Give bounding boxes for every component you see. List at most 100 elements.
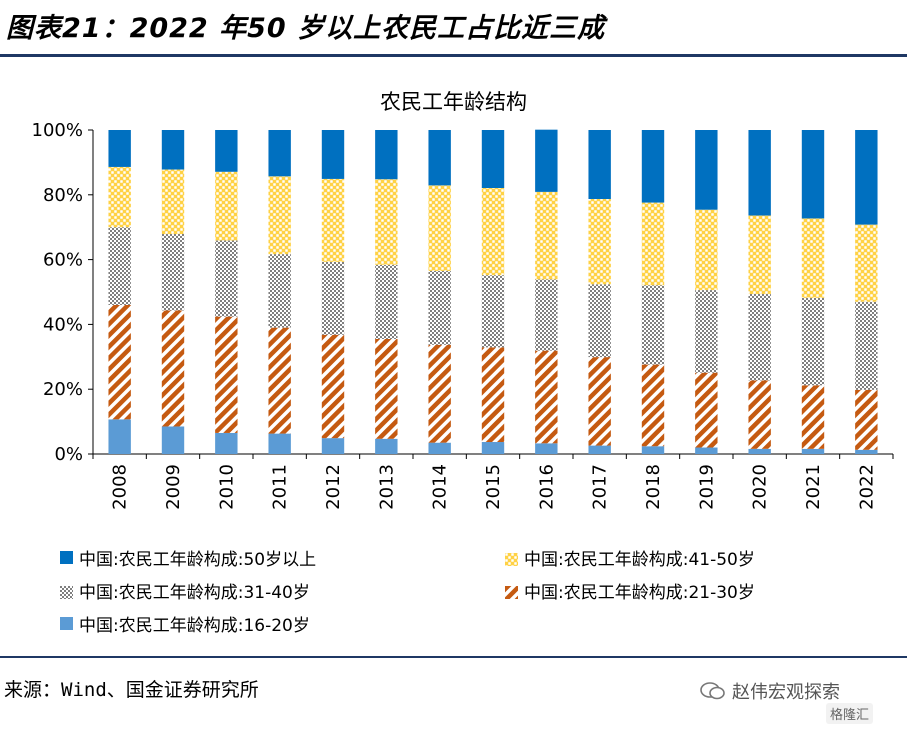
x-tick-label-2022: 2022 xyxy=(856,464,877,510)
bar-segment-2021-s2 xyxy=(801,297,825,386)
bar-segment-2018-s1 xyxy=(641,364,665,447)
x-tick-label-2013: 2013 xyxy=(376,464,397,510)
wechat-icon xyxy=(700,682,725,700)
y-tick-label: 60% xyxy=(43,250,83,271)
bar-segment-2017-s1 xyxy=(588,357,611,446)
bar-segment-2019-s4 xyxy=(695,130,718,210)
source-note: 来源：Wind、国金证券研究所 xyxy=(4,679,259,701)
watermark: 赵伟宏观探索 xyxy=(700,678,840,704)
x-tick-label-2012: 2012 xyxy=(323,464,344,510)
bar-segment-2008-s0 xyxy=(108,419,131,454)
bar-segment-2021-s1 xyxy=(801,385,825,449)
x-tick-label-2018: 2018 xyxy=(643,464,664,510)
bar-segment-2008-s4 xyxy=(108,130,131,167)
y-tick-label: 40% xyxy=(43,314,83,335)
legend-label-21-30: 中国:农民工年龄构成:21-30岁 xyxy=(524,583,755,603)
bar-segment-2011-s4 xyxy=(268,130,291,177)
bar-segment-2016-s4 xyxy=(535,129,558,192)
top-rule xyxy=(0,54,907,57)
bar-segment-2013-s0 xyxy=(375,438,398,454)
bar-segment-2011-s3 xyxy=(268,176,291,255)
bar-segment-2015-s0 xyxy=(481,442,505,454)
bar-segment-2017-s3 xyxy=(588,199,611,285)
bar-segment-2020-s3 xyxy=(748,215,771,294)
bar-segment-2015-s3 xyxy=(481,187,505,276)
legend-item-50-plus: 中国:农民工年龄构成:50岁以上 xyxy=(60,545,316,570)
bar-segment-2009-s1 xyxy=(161,310,185,427)
bar-segment-2010-s0 xyxy=(215,432,238,454)
legend-label-16-20: 中国:农民工年龄构成:16-20岁 xyxy=(79,616,310,636)
bar-segment-2015-s2 xyxy=(481,275,505,348)
y-tick-label: 80% xyxy=(43,185,83,206)
legend-item-21-30: 中国:农民工年龄构成:21-30岁 xyxy=(505,578,755,603)
bar-segment-2019-s0 xyxy=(695,447,718,454)
figure-title: 图表21：2022 年50 岁以上农民工占比近三成 xyxy=(6,13,606,44)
bar-segment-2018-s3 xyxy=(641,202,665,286)
bar-segment-2022-s0 xyxy=(855,449,878,454)
x-tick-label-2009: 2009 xyxy=(163,464,184,510)
x-tick-label-2008: 2008 xyxy=(110,464,131,510)
bottom-rule xyxy=(0,656,907,658)
bar-segment-2016-s1 xyxy=(535,350,558,444)
bar-segment-2011-s2 xyxy=(268,254,291,328)
bar-segment-2022-s3 xyxy=(855,224,878,302)
bar-segment-2014-s1 xyxy=(428,344,451,443)
bar-segment-2013-s4 xyxy=(375,130,398,180)
legend-swatch-41-50 xyxy=(505,551,518,566)
legend-item-16-20: 中国:农民工年龄构成:16-20岁 xyxy=(60,611,310,636)
bar-segment-2012-s2 xyxy=(321,261,345,335)
legend-label-31-40: 中国:农民工年龄构成:31-40岁 xyxy=(79,583,310,603)
bar-segment-2009-s2 xyxy=(161,234,185,311)
bar-segment-2010-s2 xyxy=(215,240,238,317)
x-tick-label-2014: 2014 xyxy=(430,464,451,510)
x-tick-label-2017: 2017 xyxy=(590,464,611,510)
bar-segment-2010-s4 xyxy=(215,130,238,172)
bar-segment-2009-s0 xyxy=(161,426,185,454)
bar-segment-2011-s1 xyxy=(268,327,291,434)
bar-segment-2013-s2 xyxy=(375,264,398,339)
bar-segment-2019-s2 xyxy=(695,290,718,373)
x-tick-label-2010: 2010 xyxy=(216,464,237,510)
chart-title: 农民工年龄结构 xyxy=(380,90,527,114)
bar-segment-2017-s2 xyxy=(588,284,611,358)
bar-segment-2019-s1 xyxy=(695,372,718,448)
bar-segment-2015-s1 xyxy=(481,347,505,443)
legend-item-31-40: 中国:农民工年龄构成:31-40岁 xyxy=(60,578,310,603)
bar-segment-2020-s1 xyxy=(748,380,771,449)
legend-label-50-plus: 中国:农民工年龄构成:50岁以上 xyxy=(79,550,317,570)
y-tick-label: 0% xyxy=(54,444,83,465)
x-tick-label-2016: 2016 xyxy=(536,464,557,510)
bar-segment-2022-s2 xyxy=(855,301,878,390)
watermark-text: 赵伟宏观探索 xyxy=(732,682,840,703)
bar-segment-2013-s1 xyxy=(375,338,398,439)
legend-swatch-31-40 xyxy=(60,584,73,599)
legend-swatch-21-30 xyxy=(505,584,518,599)
bar-segment-2013-s3 xyxy=(375,179,398,265)
x-tick-label-2021: 2021 xyxy=(803,464,824,510)
legend-item-41-50: 中国:农民工年龄构成:41-50岁 xyxy=(505,545,755,570)
bar-segment-2018-s4 xyxy=(641,130,665,203)
bar-segment-2018-s2 xyxy=(641,285,665,365)
bar-segment-2020-s0 xyxy=(748,448,771,454)
bar-segment-2012-s4 xyxy=(321,130,345,179)
bar-segment-2008-s2 xyxy=(108,227,131,305)
bar-segment-2021-s3 xyxy=(801,218,825,298)
bar-segment-2017-s4 xyxy=(588,130,611,200)
x-tick-label-2011: 2011 xyxy=(270,464,291,510)
bar-segment-2020-s4 xyxy=(748,130,771,216)
bar-segment-2014-s3 xyxy=(428,185,451,271)
legend-swatch-50-plus xyxy=(60,551,73,564)
bar-segment-2022-s1 xyxy=(855,389,878,450)
bar-segment-2020-s2 xyxy=(748,293,771,381)
legend-label-41-50: 中国:农民工年龄构成:41-50岁 xyxy=(524,550,755,570)
bar-segment-2011-s0 xyxy=(268,433,291,454)
bar-segment-2015-s4 xyxy=(481,130,505,188)
bar-segment-2012-s0 xyxy=(321,438,345,454)
bar-segment-2021-s0 xyxy=(801,448,825,454)
bar-segment-2021-s4 xyxy=(801,130,825,219)
bar-segment-2016-s2 xyxy=(535,279,558,351)
bar-segment-2009-s4 xyxy=(161,130,185,170)
bar-segment-2010-s1 xyxy=(215,316,238,433)
bar-segment-2014-s0 xyxy=(428,442,451,454)
bar-segment-2018-s0 xyxy=(641,446,665,454)
